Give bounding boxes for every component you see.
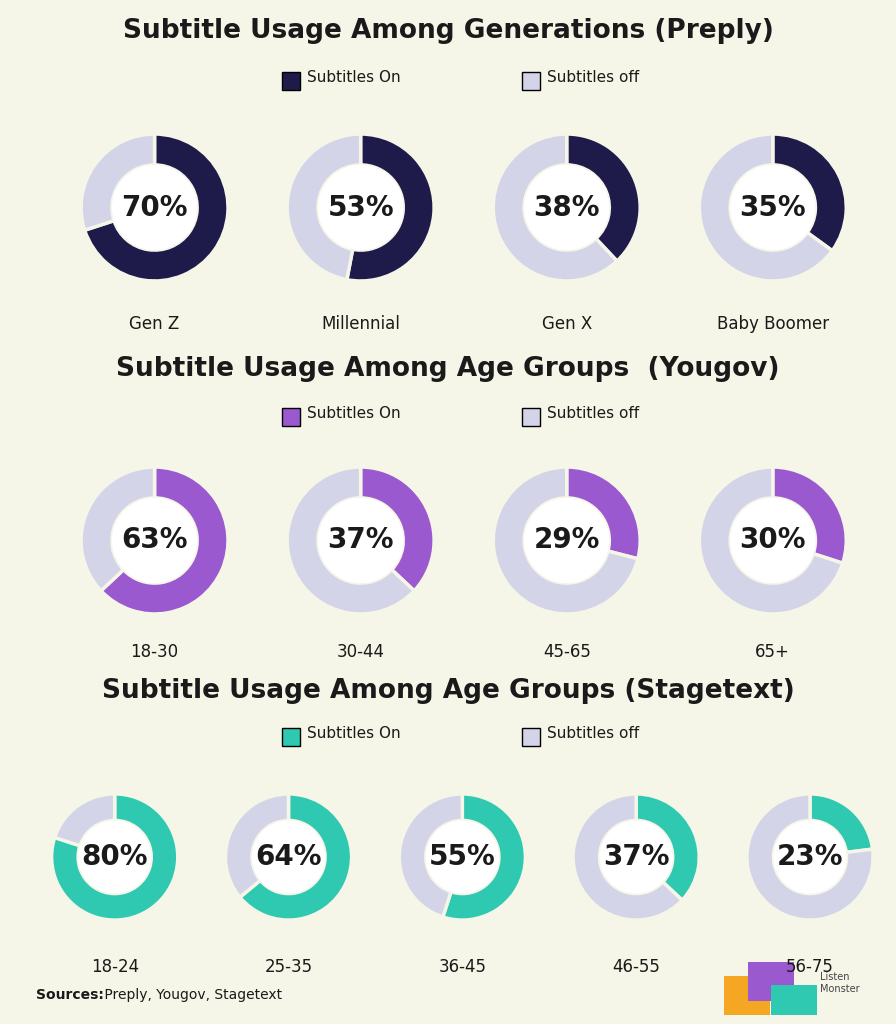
Text: 56-75: 56-75 [786,958,834,976]
Text: Subtitles On: Subtitles On [307,726,401,740]
Text: 23%: 23% [777,843,843,871]
Circle shape [426,820,499,894]
Text: 25-35: 25-35 [264,958,313,976]
Text: 37%: 37% [603,843,669,871]
Text: 38%: 38% [533,194,600,221]
Text: Gen Z: Gen Z [129,315,180,333]
Text: 65+: 65+ [755,643,790,662]
Wedge shape [240,794,351,921]
Text: Gen X: Gen X [541,315,592,333]
Bar [771,985,817,1016]
Text: 70%: 70% [121,194,188,221]
Wedge shape [747,794,873,921]
Wedge shape [360,467,434,591]
Wedge shape [810,794,873,852]
Text: 55%: 55% [429,843,495,871]
Text: Subtitle Usage Among Age Groups  (Yougov): Subtitle Usage Among Age Groups (Yougov) [116,356,780,382]
Text: Subtitle Usage Among Age Groups (Stagetext): Subtitle Usage Among Age Groups (Stagete… [101,678,795,705]
Text: 35%: 35% [739,194,806,221]
Wedge shape [772,134,846,251]
Wedge shape [700,134,832,281]
Text: Subtitles off: Subtitles off [547,70,640,85]
Text: Subtitles off: Subtitles off [547,406,640,421]
Text: 36-45: 36-45 [438,958,487,976]
Wedge shape [494,134,617,281]
Text: 18-24: 18-24 [90,958,139,976]
Wedge shape [55,794,115,846]
Wedge shape [82,134,155,230]
Circle shape [252,820,325,894]
Text: 46-55: 46-55 [612,958,660,976]
Circle shape [78,820,151,894]
Wedge shape [772,467,846,563]
Wedge shape [82,467,155,591]
Wedge shape [288,134,361,280]
Text: Listen
Monster: Listen Monster [820,972,859,994]
Text: 63%: 63% [121,526,188,555]
Wedge shape [52,794,177,921]
Text: Subtitles On: Subtitles On [307,70,401,85]
Wedge shape [566,134,640,261]
Text: Baby Boomer: Baby Boomer [717,315,829,333]
Wedge shape [566,467,640,559]
Text: 45-65: 45-65 [543,643,590,662]
Wedge shape [347,134,434,281]
Circle shape [773,820,847,894]
Wedge shape [226,794,289,897]
Circle shape [112,165,197,250]
Wedge shape [85,134,228,281]
Circle shape [318,498,403,583]
Text: 30%: 30% [739,526,806,555]
Circle shape [112,498,197,583]
Wedge shape [288,467,414,614]
Text: 64%: 64% [255,843,322,871]
Circle shape [318,165,403,250]
Circle shape [730,498,815,583]
Wedge shape [101,467,228,614]
Wedge shape [700,467,842,614]
Text: Subtitle Usage Among Generations (Preply): Subtitle Usage Among Generations (Preply… [123,18,773,44]
Wedge shape [636,794,699,900]
Text: 53%: 53% [327,194,394,221]
Circle shape [599,820,673,894]
Wedge shape [494,467,638,614]
Text: Preply, Yougov, Stagetext: Preply, Yougov, Stagetext [100,988,282,1002]
Text: Sources:: Sources: [36,988,104,1002]
Bar [724,976,770,1016]
Wedge shape [443,794,525,921]
Text: Millennial: Millennial [321,315,401,333]
Circle shape [524,165,609,250]
Text: 29%: 29% [533,526,600,555]
Circle shape [730,165,815,250]
Wedge shape [573,794,682,921]
Text: 37%: 37% [327,526,394,555]
Text: 80%: 80% [82,843,148,871]
Bar [748,962,794,1001]
Text: Subtitles On: Subtitles On [307,406,401,421]
Circle shape [524,498,609,583]
Text: Subtitles off: Subtitles off [547,726,640,740]
Wedge shape [400,794,462,916]
Text: 18-30: 18-30 [131,643,178,662]
Text: 30-44: 30-44 [337,643,384,662]
